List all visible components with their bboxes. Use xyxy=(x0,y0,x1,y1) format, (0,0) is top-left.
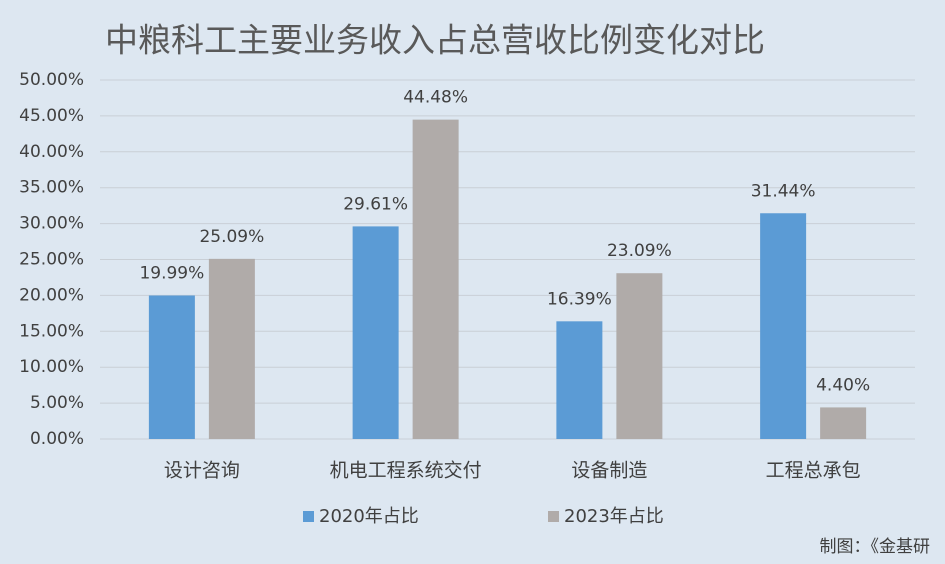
y-tick-label: 25.00% xyxy=(19,250,84,270)
value-label: 4.40% xyxy=(816,375,870,395)
y-tick-label: 50.00% xyxy=(19,70,84,90)
legend-swatch xyxy=(303,511,314,522)
legend-swatch xyxy=(548,511,559,522)
bar xyxy=(616,273,663,439)
value-label: 23.09% xyxy=(607,241,672,261)
x-tick-label: 工程总承包 xyxy=(766,460,861,482)
bar xyxy=(820,407,867,439)
y-tick-label: 15.00% xyxy=(19,321,84,341)
value-label: 44.48% xyxy=(403,88,468,108)
y-tick-label: 30.00% xyxy=(19,214,84,234)
y-tick-label: 40.00% xyxy=(19,142,84,162)
bar xyxy=(352,226,399,439)
bar xyxy=(760,213,807,439)
bar xyxy=(148,295,195,439)
y-tick-label: 45.00% xyxy=(19,106,84,126)
legend-label: 2020年占比 xyxy=(319,506,419,527)
value-label: 19.99% xyxy=(139,263,204,283)
x-tick-label: 机电工程系统交付 xyxy=(330,460,482,482)
value-label: 31.44% xyxy=(751,181,816,201)
bar xyxy=(208,258,255,439)
y-tick-label: 35.00% xyxy=(19,178,84,198)
y-tick-label: 20.00% xyxy=(19,285,84,305)
value-label: 16.39% xyxy=(547,289,612,309)
legend-label: 2023年占比 xyxy=(564,506,664,527)
x-tick-label: 设备制造 xyxy=(571,460,647,482)
value-label: 25.09% xyxy=(199,227,264,247)
chart-title: 中粮科工主要业务收入占总营收比例变化对比 xyxy=(105,21,765,60)
x-tick-label: 设计咨询 xyxy=(164,460,240,482)
bar xyxy=(412,119,459,439)
y-tick-label: 10.00% xyxy=(19,357,84,377)
bar xyxy=(556,321,603,439)
value-label: 29.61% xyxy=(343,194,408,214)
y-tick-label: 5.00% xyxy=(30,393,84,413)
source-note: 制图：《金基研 xyxy=(820,537,931,557)
y-tick-label: 0.00% xyxy=(30,429,84,449)
